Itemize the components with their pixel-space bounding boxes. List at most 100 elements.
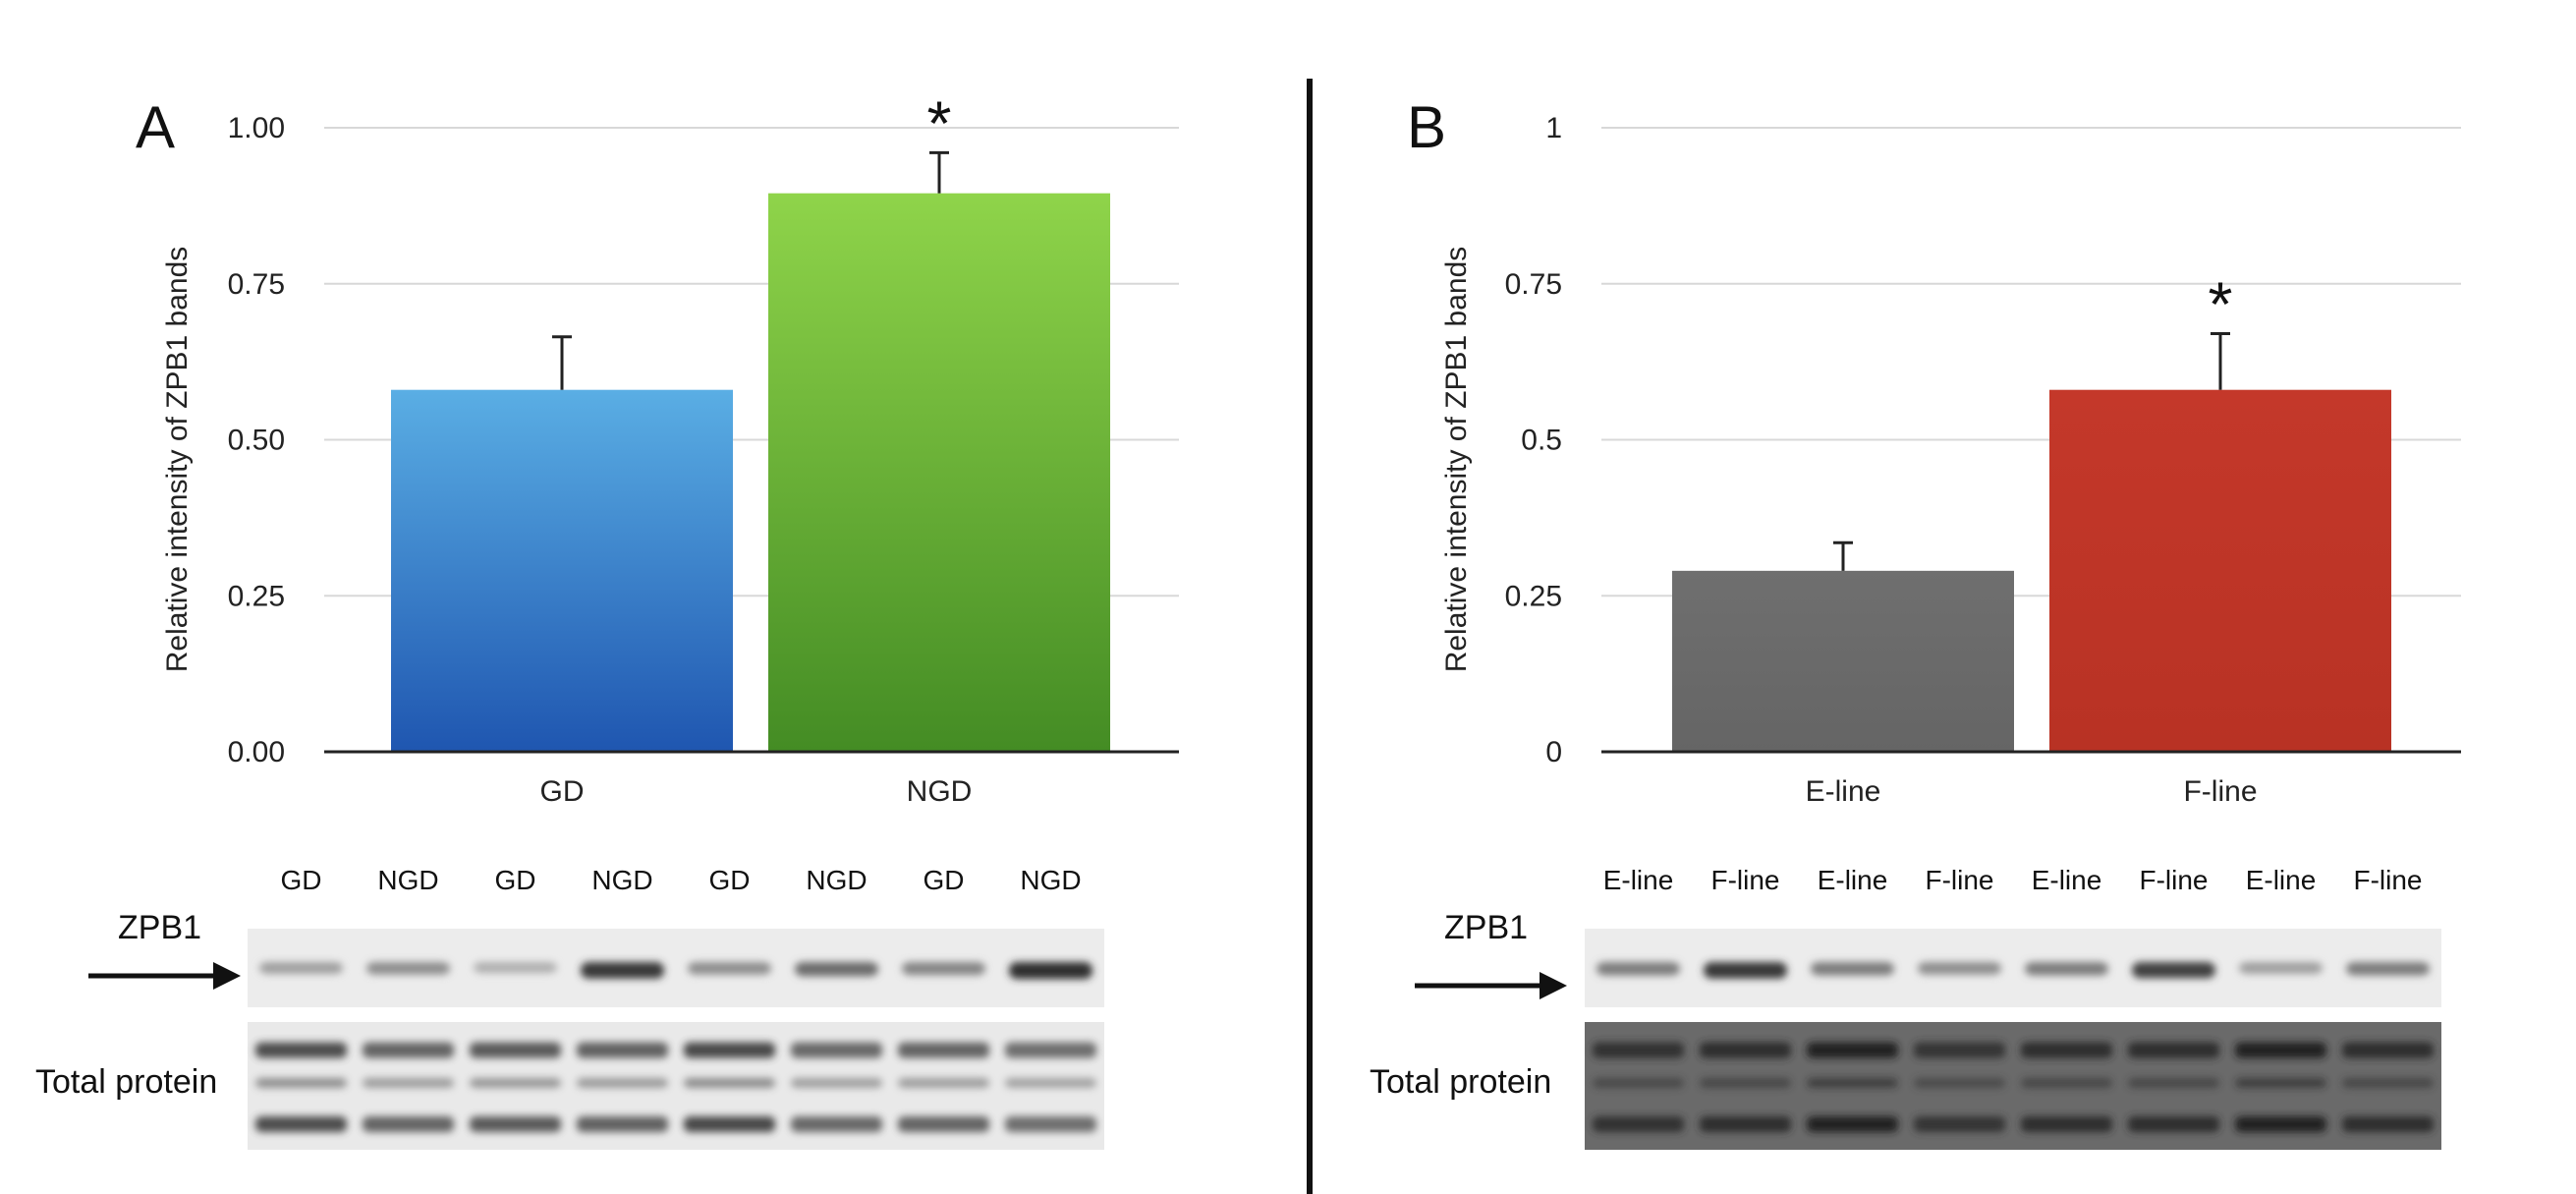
total-protein-band bbox=[2235, 1116, 2326, 1132]
significance-marker: * bbox=[2209, 269, 2233, 340]
total-protein-band bbox=[255, 1116, 347, 1132]
total-protein-band bbox=[255, 1078, 347, 1088]
total-protein-band bbox=[470, 1116, 561, 1132]
x-category-label: NGD bbox=[907, 775, 973, 808]
total-protein-band bbox=[1005, 1078, 1096, 1088]
total-protein-band bbox=[791, 1042, 882, 1058]
total-protein-band bbox=[1807, 1042, 1898, 1058]
lane-label: NGD bbox=[377, 865, 438, 895]
lane-label: E-line bbox=[2246, 865, 2317, 895]
total-protein-band bbox=[1807, 1078, 1898, 1088]
lane-label: GD bbox=[495, 865, 536, 895]
x-category-label: E-line bbox=[1806, 775, 1881, 808]
lane-label: GD bbox=[281, 865, 322, 895]
zpb1-band bbox=[902, 962, 985, 976]
zpb1-band bbox=[581, 962, 664, 979]
total-protein-label: Total protein bbox=[35, 1063, 217, 1101]
total-protein-band bbox=[577, 1078, 668, 1088]
x-category-label: GD bbox=[540, 775, 585, 808]
zpb1-band bbox=[366, 962, 450, 975]
lane-label: F-line bbox=[1710, 865, 1779, 895]
total-protein-band bbox=[684, 1042, 775, 1058]
bar bbox=[2049, 389, 2391, 752]
total-protein-band bbox=[2342, 1078, 2434, 1088]
total-protein-band bbox=[2021, 1116, 2112, 1132]
lane-label: E-line bbox=[2032, 865, 2102, 895]
lane-label: NGD bbox=[591, 865, 652, 895]
total-protein-band bbox=[577, 1116, 668, 1132]
lane-label: NGD bbox=[806, 865, 867, 895]
y-tick-label: 0.25 bbox=[1505, 580, 1562, 612]
total-protein-band bbox=[1593, 1078, 1684, 1088]
y-axis-title: Relative intensity of ZPB1 bands bbox=[161, 247, 194, 673]
y-tick-label: 0 bbox=[1545, 736, 1562, 768]
total-protein-band bbox=[2128, 1042, 2219, 1058]
total-protein-band bbox=[684, 1078, 775, 1088]
total-protein-band bbox=[1914, 1042, 2005, 1058]
total-protein-band bbox=[363, 1116, 454, 1132]
lane-label: GD bbox=[924, 865, 965, 895]
y-tick-label: 0.50 bbox=[228, 425, 285, 457]
total-protein-band bbox=[2342, 1116, 2434, 1132]
bar bbox=[1672, 570, 2014, 752]
lane-label: F-line bbox=[2139, 865, 2208, 895]
y-tick-label: 0.25 bbox=[228, 580, 285, 612]
lane-label: F-line bbox=[2353, 865, 2422, 895]
lane-label: E-line bbox=[1818, 865, 1888, 895]
y-tick-label: 0.75 bbox=[228, 268, 285, 301]
zpb1-band bbox=[1918, 962, 2001, 975]
chart-panel-b: 0 0.25 0.5 0.75 1 Relative intensity of ZPB1 … bbox=[1440, 112, 2461, 808]
total-protein-band bbox=[255, 1042, 347, 1058]
total-protein-band bbox=[363, 1042, 454, 1058]
zpb1-band-label: ZPB1 bbox=[1444, 909, 1528, 946]
zpb1-band bbox=[1009, 962, 1092, 980]
chart-panel-a: 0.00 0.25 0.50 0.75 1.00 Relative intensity o… bbox=[161, 87, 1179, 808]
total-protein-band bbox=[1700, 1116, 1791, 1132]
bar bbox=[768, 193, 1110, 753]
total-protein-band bbox=[791, 1116, 882, 1132]
total-protein-band bbox=[1593, 1042, 1684, 1058]
lane-label: E-line bbox=[1603, 865, 1674, 895]
significance-marker: * bbox=[927, 87, 952, 158]
x-category-label: F-line bbox=[2183, 775, 2257, 808]
total-protein-band bbox=[2021, 1078, 2112, 1088]
y-axis-title: Relative intensity of ZPB1 bands bbox=[1440, 247, 1473, 673]
arrow-head-icon bbox=[213, 962, 241, 990]
zpb1-band-label: ZPB1 bbox=[118, 909, 201, 946]
total-protein-band bbox=[2021, 1042, 2112, 1058]
total-protein-band bbox=[1005, 1116, 1096, 1132]
total-protein-band bbox=[2342, 1042, 2434, 1058]
total-protein-band bbox=[898, 1078, 989, 1088]
bar bbox=[391, 389, 733, 752]
total-protein-band bbox=[1914, 1116, 2005, 1132]
total-protein-band bbox=[791, 1078, 882, 1088]
total-protein-band bbox=[1593, 1116, 1684, 1132]
total-protein-band bbox=[2235, 1042, 2326, 1058]
arrow-head-icon bbox=[1540, 972, 1567, 999]
total-protein-band bbox=[1914, 1078, 2005, 1088]
panel-letter-a: A bbox=[136, 94, 175, 160]
total-protein-band bbox=[2128, 1078, 2219, 1088]
y-tick-label: 0.75 bbox=[1505, 268, 1562, 301]
total-protein-band bbox=[1807, 1116, 1898, 1132]
lane-label: NGD bbox=[1020, 865, 1081, 895]
y-tick-label: 1 bbox=[1545, 112, 1562, 144]
zpb1-band bbox=[1596, 962, 1680, 976]
panel-letter-b: B bbox=[1407, 94, 1446, 160]
total-protein-band bbox=[898, 1116, 989, 1132]
total-protein-band bbox=[363, 1078, 454, 1088]
y-tick-label: 1.00 bbox=[228, 112, 285, 144]
total-protein-band bbox=[470, 1042, 561, 1058]
total-protein-band bbox=[470, 1078, 561, 1088]
total-protein-band bbox=[2235, 1078, 2326, 1088]
zpb1-band bbox=[2132, 962, 2215, 979]
zpb1-band bbox=[259, 962, 343, 974]
total-protein-band bbox=[2128, 1116, 2219, 1132]
total-protein-band bbox=[577, 1042, 668, 1058]
total-protein-band bbox=[1700, 1078, 1791, 1088]
lane-label: GD bbox=[709, 865, 751, 895]
zpb1-band bbox=[2239, 962, 2323, 974]
zpb1-band bbox=[1811, 962, 1894, 976]
zpb1-band bbox=[2346, 962, 2430, 976]
